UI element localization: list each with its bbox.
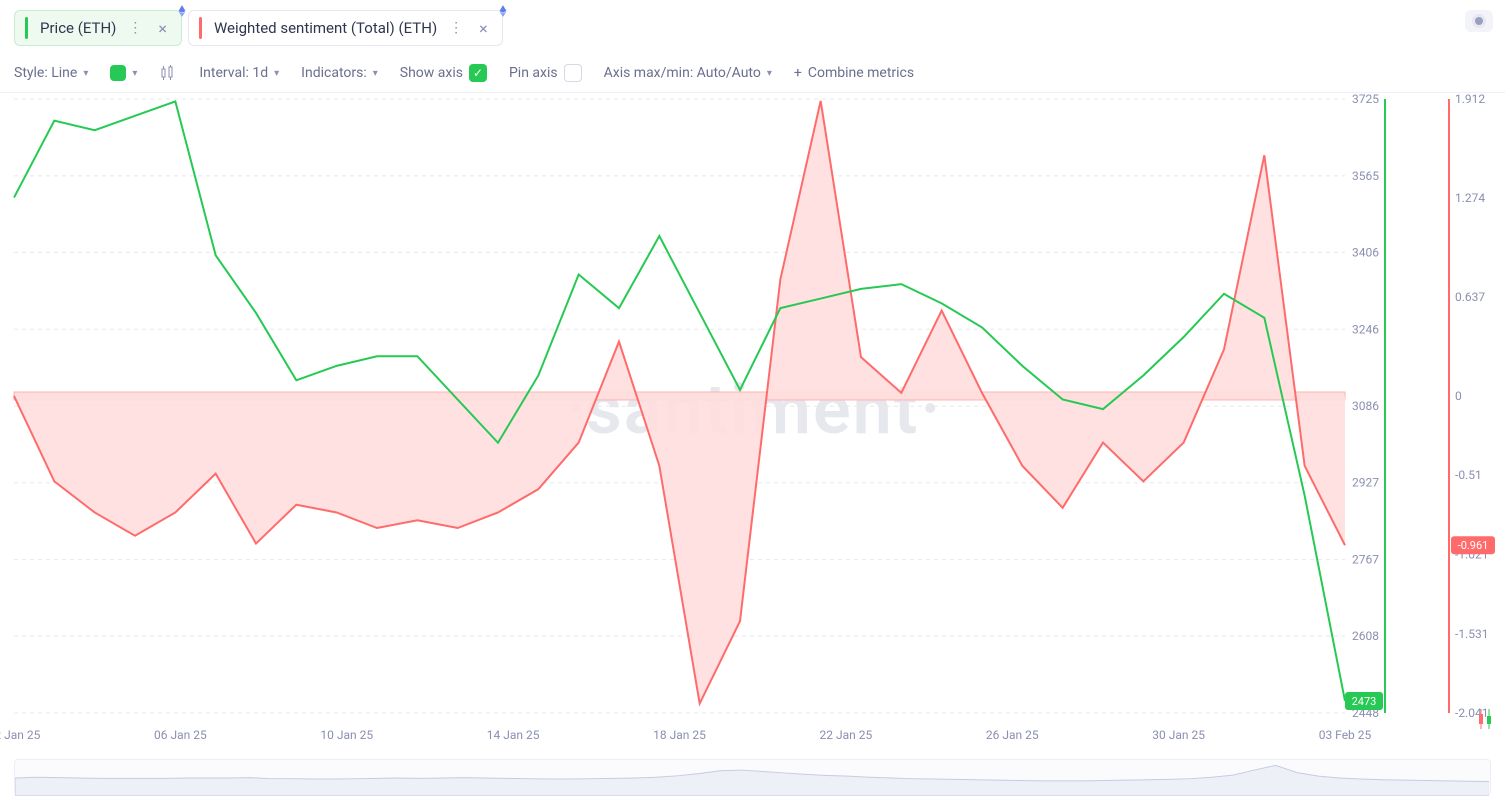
svg-text:-0.961: -0.961 <box>1458 539 1489 552</box>
svg-text:3406: 3406 <box>1352 245 1379 259</box>
pill-stroke <box>199 17 202 39</box>
svg-text:3565: 3565 <box>1352 169 1379 183</box>
indicators-selector[interactable]: Indicators: ▾ <box>301 65 378 81</box>
show-axis-label: Show axis <box>400 65 463 81</box>
axis-minmax-selector[interactable]: Axis max/min: Auto/Auto ▾ <box>604 65 772 81</box>
minimap-svg <box>15 760 1489 796</box>
svg-text:03 Feb 25: 03 Feb 25 <box>1319 728 1372 742</box>
svg-text:2608: 2608 <box>1352 629 1379 643</box>
svg-text:26 Jan 25: 26 Jan 25 <box>986 728 1039 742</box>
svg-text:0.637: 0.637 <box>1455 290 1485 304</box>
chart-area[interactable]: santiment 02 Jan 2506 Jan 2510 Jan 2514 … <box>0 93 1505 753</box>
pin-axis-label: Pin axis <box>509 65 558 81</box>
main-chart-svg: 02 Jan 25 06 Jan 25 10 Jan 25 14 Jan 25 18 J… <box>0 93 1505 753</box>
svg-text:06 Jan 25: 06 Jan 25 <box>154 728 207 742</box>
eth-icon <box>496 3 510 17</box>
chart-toolbar: Style: Line ▾ ▾ Interval: 1d ▾ Indicators:… <box>0 56 1505 93</box>
svg-text:2767: 2767 <box>1352 553 1379 567</box>
combine-metrics-button[interactable]: + Combine metrics <box>794 65 914 81</box>
close-icon[interactable]: × <box>154 19 171 38</box>
pill-stroke <box>25 17 28 39</box>
pin-axis-toggle[interactable]: Pin axis <box>509 64 582 82</box>
pill-label: Price (ETH) <box>40 19 116 37</box>
color-selector[interactable]: ▾ <box>110 65 137 81</box>
record-indicator[interactable] <box>1465 10 1493 32</box>
chevron-down-icon: ▾ <box>373 68 378 79</box>
svg-text:1.274: 1.274 <box>1455 191 1485 205</box>
svg-text:10 Jan 25: 10 Jan 25 <box>320 728 373 742</box>
svg-text:2473: 2473 <box>1352 695 1377 708</box>
eth-icon <box>175 3 189 17</box>
style-selector[interactable]: Style: Line ▾ <box>14 65 88 81</box>
svg-text:3086: 3086 <box>1352 399 1379 413</box>
chevron-down-icon: ▾ <box>274 68 279 79</box>
svg-text:0: 0 <box>1455 389 1462 403</box>
svg-text:02 Jan 25: 02 Jan 25 <box>0 728 41 742</box>
chevron-down-icon: ▾ <box>132 68 137 79</box>
interval-label: Interval: 1d <box>199 65 268 81</box>
svg-text:1.912: 1.912 <box>1455 93 1485 106</box>
close-icon[interactable]: × <box>475 19 492 38</box>
metric-pills-bar: Price (ETH) ⋮ × Weighted sentiment (Tota… <box>0 0 1505 56</box>
minimap[interactable] <box>14 759 1491 795</box>
svg-text:-0.51: -0.51 <box>1455 468 1482 482</box>
svg-text:18 Jan 25: 18 Jan 25 <box>653 728 706 742</box>
candle-toggle[interactable] <box>159 64 177 82</box>
combine-label: Combine metrics <box>808 65 914 81</box>
kebab-icon[interactable]: ⋮ <box>445 20 467 36</box>
metric-pill-price[interactable]: Price (ETH) ⋮ × <box>14 10 182 46</box>
chevron-down-icon: ▾ <box>83 68 88 79</box>
plus-icon: + <box>794 65 802 81</box>
interval-selector[interactable]: Interval: 1d ▾ <box>199 65 279 81</box>
metric-pill-sentiment[interactable]: Weighted sentiment (Total) (ETH) ⋮ × <box>188 10 503 46</box>
color-swatch <box>110 65 126 81</box>
svg-text:3246: 3246 <box>1352 322 1379 336</box>
kebab-icon[interactable]: ⋮ <box>124 20 146 36</box>
chevron-down-icon: ▾ <box>767 68 772 79</box>
indicators-label: Indicators: <box>301 65 367 81</box>
svg-text:-2.041: -2.041 <box>1455 706 1488 720</box>
svg-text:22 Jan 25: 22 Jan 25 <box>820 728 873 742</box>
show-axis-toggle[interactable]: Show axis ✓ <box>400 64 487 82</box>
pill-label: Weighted sentiment (Total) (ETH) <box>214 19 437 37</box>
svg-text:30 Jan 25: 30 Jan 25 <box>1152 728 1205 742</box>
checkbox-on-icon: ✓ <box>469 64 487 82</box>
svg-text:14 Jan 25: 14 Jan 25 <box>487 728 540 742</box>
style-label: Style: Line <box>14 65 77 81</box>
svg-text:2927: 2927 <box>1352 476 1379 490</box>
axis-minmax-label: Axis max/min: Auto/Auto <box>604 65 761 81</box>
svg-text:3725: 3725 <box>1352 93 1379 106</box>
candle-icon <box>159 64 177 82</box>
svg-text:-1.531: -1.531 <box>1455 627 1488 641</box>
checkbox-off-icon <box>564 64 582 82</box>
